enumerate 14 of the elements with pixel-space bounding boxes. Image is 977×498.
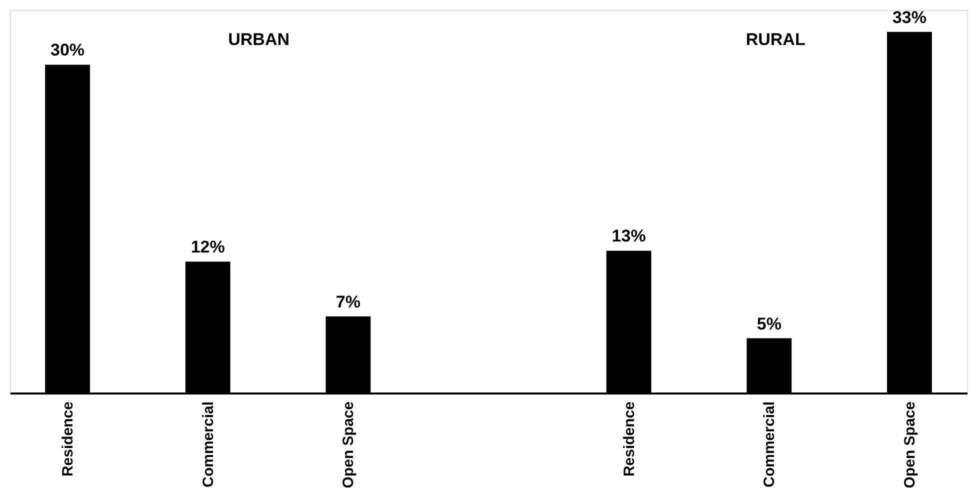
annotation: URBAN bbox=[228, 30, 290, 49]
data-label: 5% bbox=[756, 314, 782, 334]
x-tick-label: Open Space bbox=[901, 402, 918, 488]
x-tick-label: Residence bbox=[60, 402, 77, 477]
data-label: 30% bbox=[50, 40, 85, 60]
data-label: 33% bbox=[892, 8, 926, 27]
annotation: RURAL bbox=[746, 30, 806, 49]
x-tick-label: Commercial bbox=[200, 402, 217, 488]
data-label: 13% bbox=[612, 226, 646, 246]
data-label: 12% bbox=[190, 238, 225, 257]
x-tick-label: Residence bbox=[620, 402, 638, 477]
x-tick-label: Commercial bbox=[761, 402, 778, 488]
x-tick-label: Open Space bbox=[340, 402, 358, 488]
data-label: 7% bbox=[336, 292, 360, 312]
